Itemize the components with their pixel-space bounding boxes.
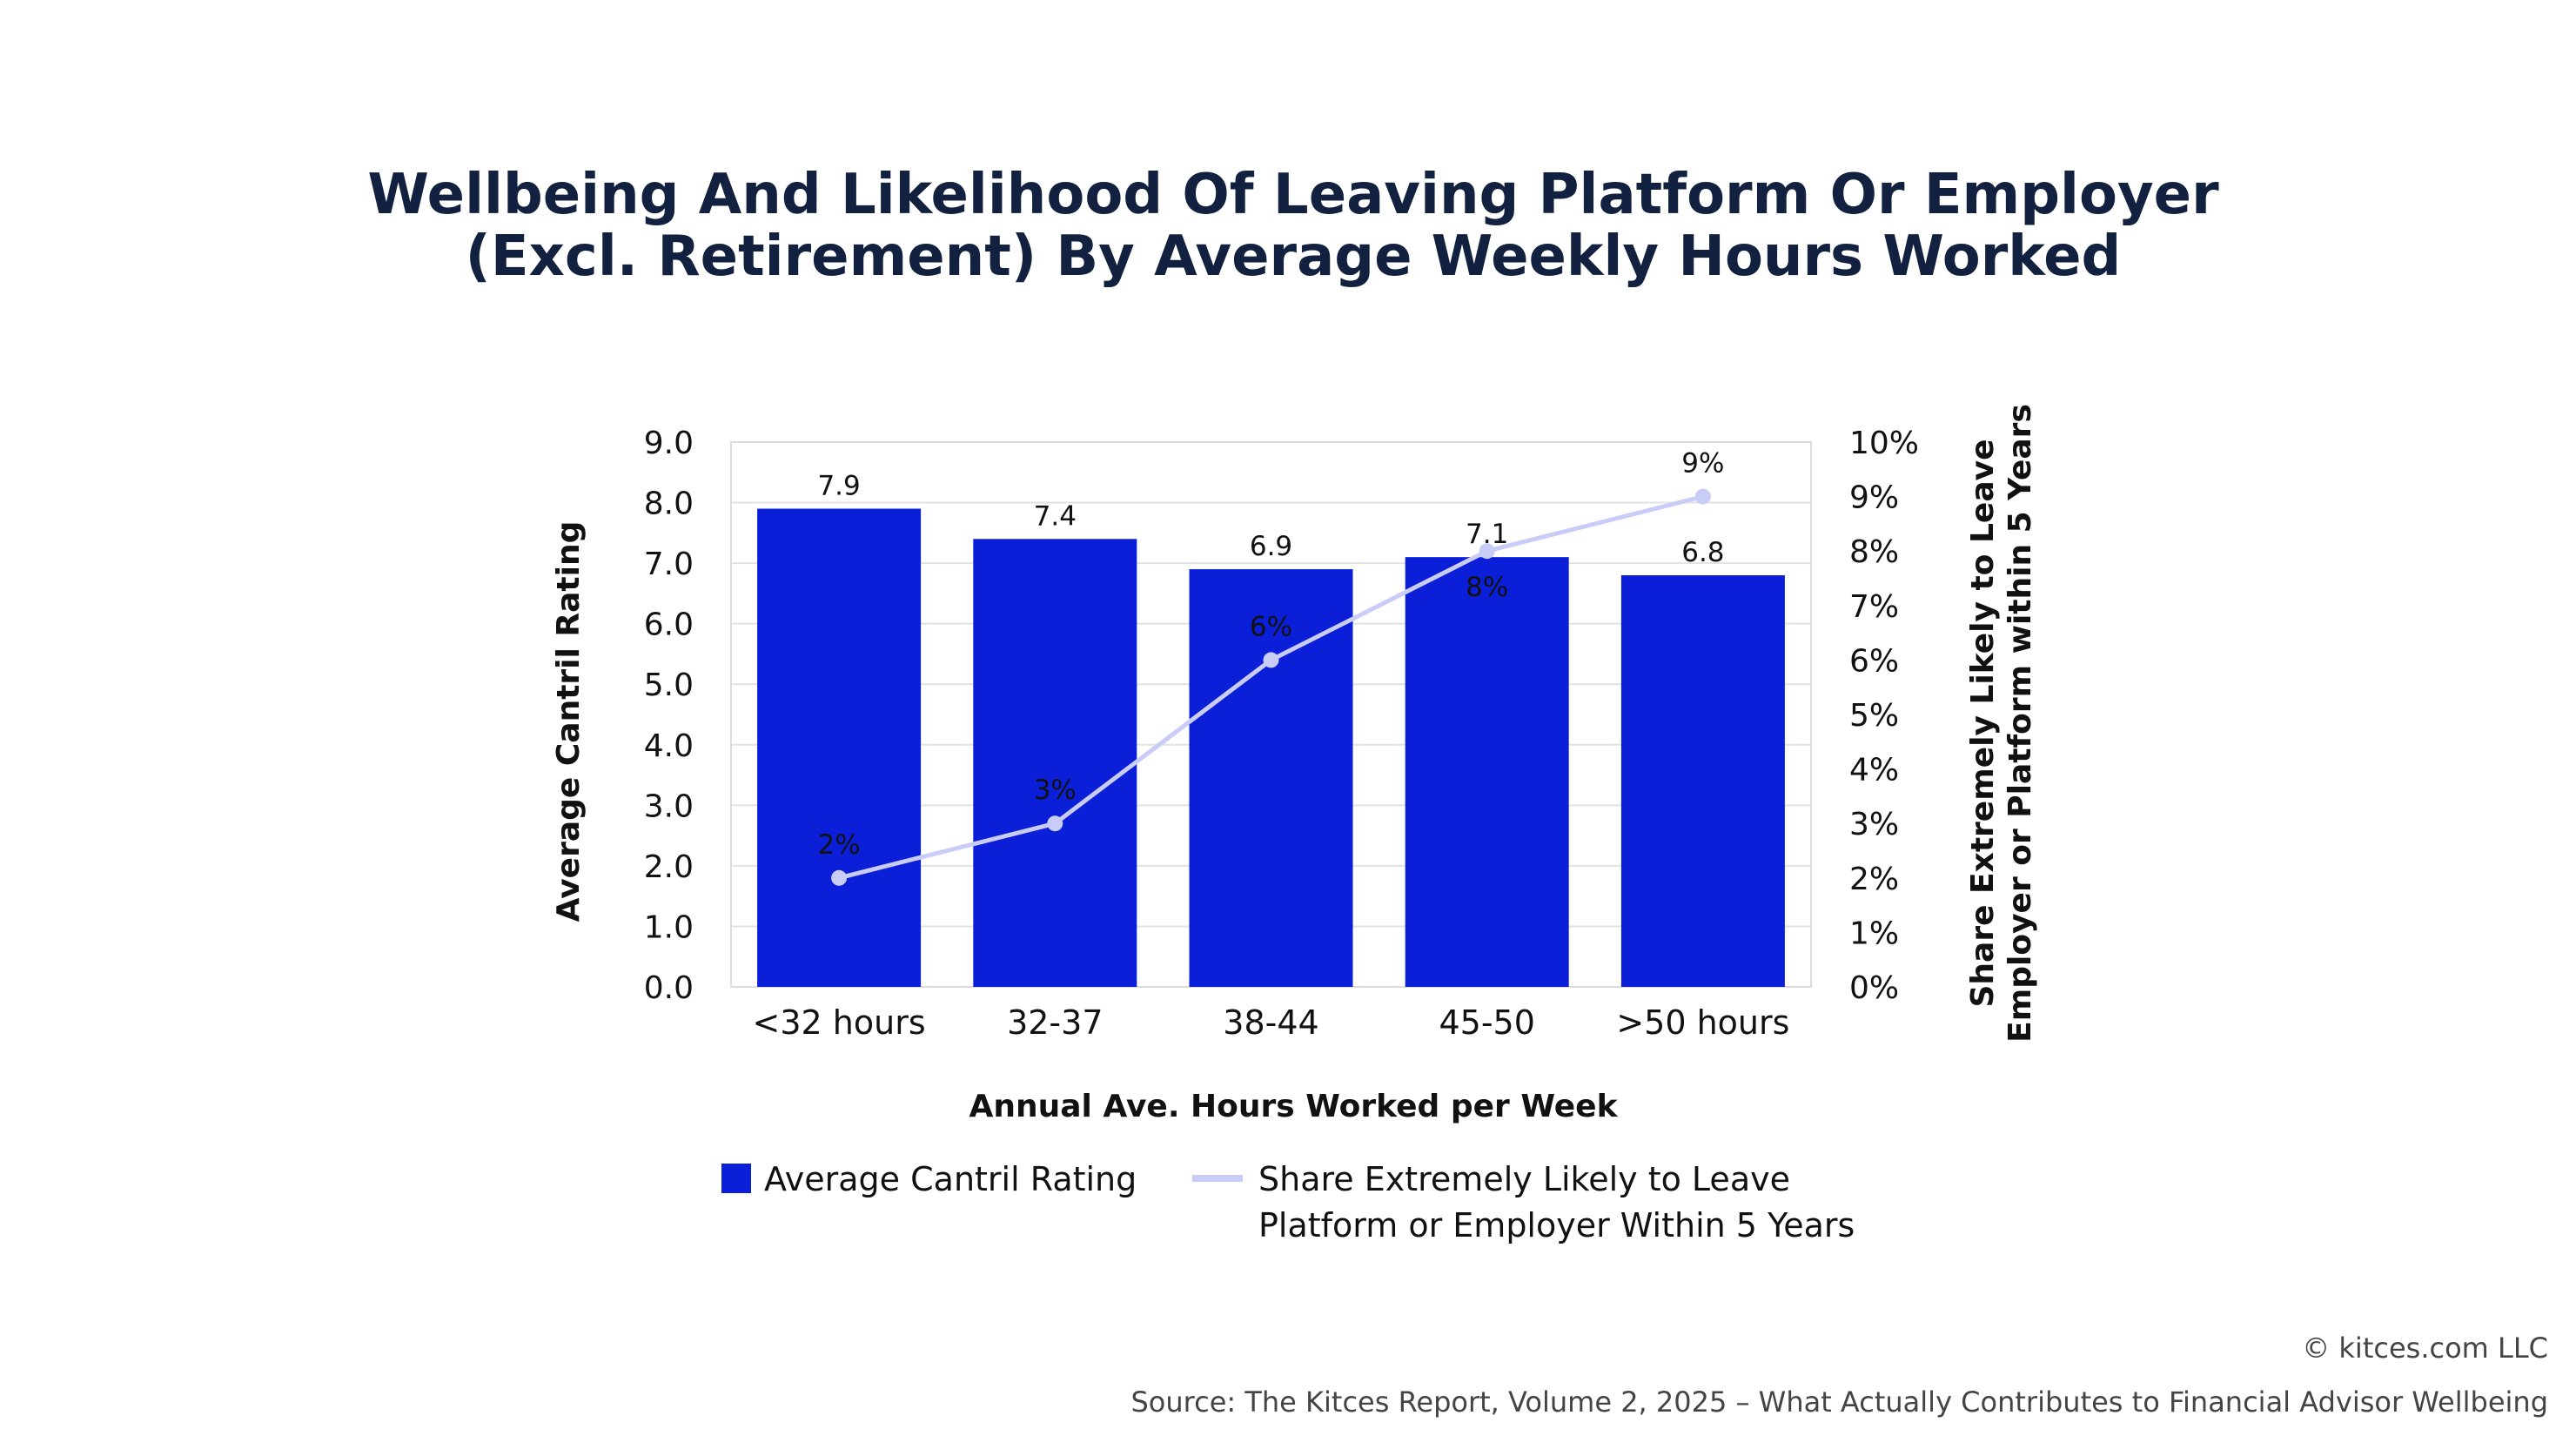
y2-tick-label: 3%: [1849, 807, 1899, 842]
y2-tick-label: 7%: [1849, 589, 1899, 625]
line-data-label: 3%: [1034, 775, 1077, 806]
y-tick-label: 0.0: [644, 970, 694, 1006]
x-axis-ticks: <32 hours 32-37 38-44 45-50 >50 hours: [753, 1003, 1790, 1042]
bar: [1189, 569, 1353, 987]
legend-label-line-2: Platform or Employer Within 5 Years: [1258, 1206, 1855, 1244]
y2-tick-label: 6%: [1849, 643, 1899, 679]
legend-swatch-bar: [721, 1164, 751, 1193]
bar: [1620, 575, 1785, 987]
x-tick-label: >50 hours: [1616, 1003, 1789, 1042]
y2-tick-label: 5%: [1849, 698, 1899, 734]
x-tick-label: <32 hours: [753, 1003, 926, 1042]
y2-tick-label: 0%: [1849, 970, 1899, 1006]
bar-data-label: 7.4: [1034, 500, 1077, 532]
line-data-label: 2%: [818, 829, 861, 861]
y-tick-label: 2.0: [644, 849, 694, 885]
line-point: [1479, 543, 1495, 560]
y-tick-label: 3.0: [644, 788, 694, 824]
y2-tick-label: 9%: [1849, 480, 1899, 516]
x-tick-label: 38-44: [1223, 1003, 1318, 1042]
bar-data-label: 6.8: [1681, 537, 1724, 568]
y-tick-label: 5.0: [644, 667, 694, 703]
y-tick-label: 4.0: [644, 728, 694, 764]
y-tick-label: 8.0: [644, 486, 694, 522]
line-point: [1263, 652, 1279, 668]
line-series: 2% 3% 6% 8% 9%: [818, 448, 1724, 886]
x-tick-label: 45-50: [1439, 1003, 1534, 1042]
y-axis-title: Average Cantril Rating: [551, 521, 587, 922]
bar: [1405, 557, 1569, 987]
copyright: © kitces.com LLC: [2302, 1332, 2548, 1365]
line-point: [1047, 815, 1063, 832]
y2-tick-label: 2%: [1849, 862, 1899, 897]
y-tick-label: 9.0: [644, 426, 694, 461]
line-point: [831, 869, 848, 886]
legend-swatch-line: [1192, 1175, 1243, 1182]
line-data-label: 6%: [1250, 611, 1292, 642]
line-data-label: 8%: [1466, 572, 1508, 603]
line-data-label: 9%: [1681, 448, 1724, 480]
bar: [757, 508, 922, 987]
y-tick-label: 7.0: [644, 547, 694, 582]
y2-axis-title-line-1: Share Extremely Likely to Leave: [1965, 439, 2001, 1007]
y2-axis-ticks: 0% 1% 2% 3% 4% 5% 6% 7% 8% 9% 10%: [1849, 426, 1919, 1006]
chart-title-line-1: Wellbeing And Likelihood Of Leaving Plat…: [367, 163, 2219, 227]
line-point: [1694, 488, 1711, 505]
y2-tick-label: 10%: [1849, 426, 1919, 461]
legend-label-line-1: Share Extremely Likely to Leave: [1258, 1160, 1790, 1198]
y-tick-label: 6.0: [644, 607, 694, 643]
chart-title-line-2: (Excl. Retirement) By Average Weekly Hou…: [466, 225, 2122, 289]
y2-tick-label: 4%: [1849, 753, 1899, 788]
x-axis-title: Annual Ave. Hours Worked per Week: [969, 1089, 1618, 1124]
bars: 7.97.46.9 7.16.8: [757, 471, 1785, 987]
bar: [973, 539, 1137, 987]
legend-label-bar: Average Cantril Rating: [764, 1160, 1137, 1198]
y2-axis-title-line-2: Employer or Platform within 5 Years: [2002, 404, 2038, 1043]
bar-data-label: 6.9: [1250, 531, 1292, 562]
source-note: Source: The Kitces Report, Volume 2, 202…: [1130, 1385, 2548, 1419]
y2-tick-label: 1%: [1849, 916, 1899, 951]
y2-tick-label: 8%: [1849, 534, 1899, 570]
bar-data-label: 7.9: [817, 471, 860, 502]
legend: Average Cantril Rating Share Extremely L…: [721, 1160, 1855, 1244]
y-tick-label: 1.0: [644, 909, 694, 945]
y-axis-ticks: 0.0 1.0 2.0 3.0 4.0 5.0 6.0 7.0 8.0 9.0: [644, 426, 694, 1006]
x-tick-label: 32-37: [1007, 1003, 1103, 1042]
